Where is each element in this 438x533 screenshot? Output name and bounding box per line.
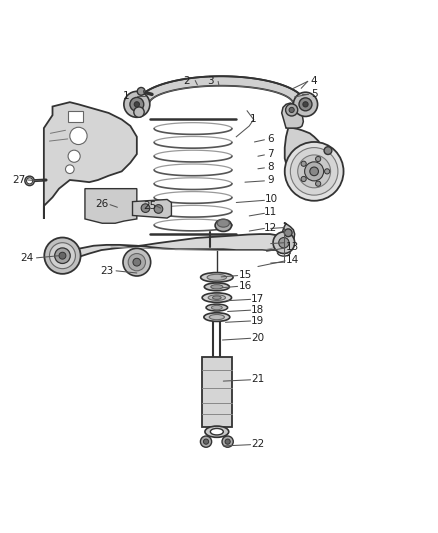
Circle shape	[304, 162, 324, 181]
Circle shape	[124, 91, 150, 117]
Ellipse shape	[209, 314, 224, 320]
Text: 22: 22	[251, 439, 265, 449]
Polygon shape	[282, 223, 295, 244]
Ellipse shape	[212, 296, 221, 300]
Ellipse shape	[204, 313, 230, 321]
Text: 21: 21	[251, 374, 265, 384]
Text: 12: 12	[264, 223, 278, 232]
Circle shape	[301, 161, 306, 166]
Ellipse shape	[212, 305, 222, 310]
Text: 5: 5	[311, 88, 318, 99]
Circle shape	[25, 176, 34, 185]
Ellipse shape	[215, 220, 232, 231]
Circle shape	[273, 232, 295, 254]
Ellipse shape	[201, 272, 233, 282]
Circle shape	[134, 102, 139, 107]
Circle shape	[141, 204, 150, 213]
Text: 16: 16	[238, 281, 251, 291]
Circle shape	[66, 165, 74, 174]
Text: 26: 26	[95, 199, 109, 209]
Circle shape	[310, 167, 318, 176]
Polygon shape	[285, 128, 329, 190]
Circle shape	[133, 259, 141, 266]
Text: 2: 2	[183, 76, 190, 86]
Text: 7: 7	[268, 149, 274, 159]
Circle shape	[134, 107, 144, 117]
Circle shape	[68, 150, 80, 162]
Circle shape	[289, 107, 294, 112]
Circle shape	[286, 104, 298, 116]
Text: 10: 10	[264, 195, 277, 205]
Text: 18: 18	[251, 305, 265, 315]
Polygon shape	[133, 199, 171, 218]
Circle shape	[27, 178, 32, 184]
Ellipse shape	[207, 274, 226, 280]
Text: 13: 13	[286, 242, 299, 252]
Text: 9: 9	[268, 175, 274, 185]
Circle shape	[298, 155, 331, 188]
Bar	[202, 357, 232, 426]
Circle shape	[123, 248, 151, 276]
Circle shape	[315, 156, 321, 161]
Text: 23: 23	[100, 266, 113, 276]
Text: 14: 14	[286, 255, 299, 265]
Polygon shape	[282, 103, 304, 128]
Ellipse shape	[217, 220, 230, 227]
Circle shape	[325, 169, 330, 174]
Circle shape	[293, 92, 318, 116]
Circle shape	[137, 87, 145, 95]
Circle shape	[70, 127, 87, 144]
Text: 24: 24	[20, 253, 33, 263]
Circle shape	[222, 436, 233, 447]
Ellipse shape	[204, 283, 230, 290]
Circle shape	[154, 205, 163, 213]
Circle shape	[225, 439, 230, 444]
Polygon shape	[137, 76, 305, 104]
Text: 15: 15	[238, 270, 251, 280]
Text: 27: 27	[13, 175, 26, 185]
Text: 11: 11	[264, 207, 278, 217]
Circle shape	[299, 98, 312, 111]
Text: 17: 17	[251, 294, 265, 304]
Ellipse shape	[211, 285, 223, 289]
Ellipse shape	[202, 293, 232, 302]
Text: 19: 19	[251, 316, 265, 326]
Circle shape	[324, 147, 332, 155]
Circle shape	[55, 248, 70, 263]
Text: 4: 4	[311, 76, 318, 86]
Circle shape	[301, 176, 306, 182]
Ellipse shape	[206, 304, 228, 311]
Circle shape	[203, 439, 208, 444]
Text: 6: 6	[268, 134, 274, 144]
Polygon shape	[59, 234, 288, 262]
Circle shape	[284, 229, 292, 237]
Ellipse shape	[205, 426, 229, 437]
Circle shape	[315, 181, 321, 187]
Ellipse shape	[208, 295, 226, 301]
Circle shape	[59, 252, 66, 259]
Text: 1: 1	[250, 115, 257, 125]
Text: 8: 8	[268, 162, 274, 172]
Circle shape	[201, 436, 212, 447]
Circle shape	[130, 98, 144, 111]
Polygon shape	[44, 102, 137, 219]
Text: 1: 1	[123, 91, 129, 101]
Circle shape	[44, 238, 81, 274]
Circle shape	[285, 142, 343, 201]
Circle shape	[303, 102, 308, 107]
Polygon shape	[85, 189, 137, 223]
Circle shape	[290, 148, 338, 195]
Text: 25: 25	[143, 201, 156, 211]
Ellipse shape	[210, 429, 223, 435]
Circle shape	[128, 254, 145, 271]
Circle shape	[49, 243, 75, 269]
Text: 20: 20	[251, 333, 265, 343]
Polygon shape	[67, 111, 83, 122]
Circle shape	[279, 238, 289, 248]
Text: 3: 3	[207, 76, 214, 86]
